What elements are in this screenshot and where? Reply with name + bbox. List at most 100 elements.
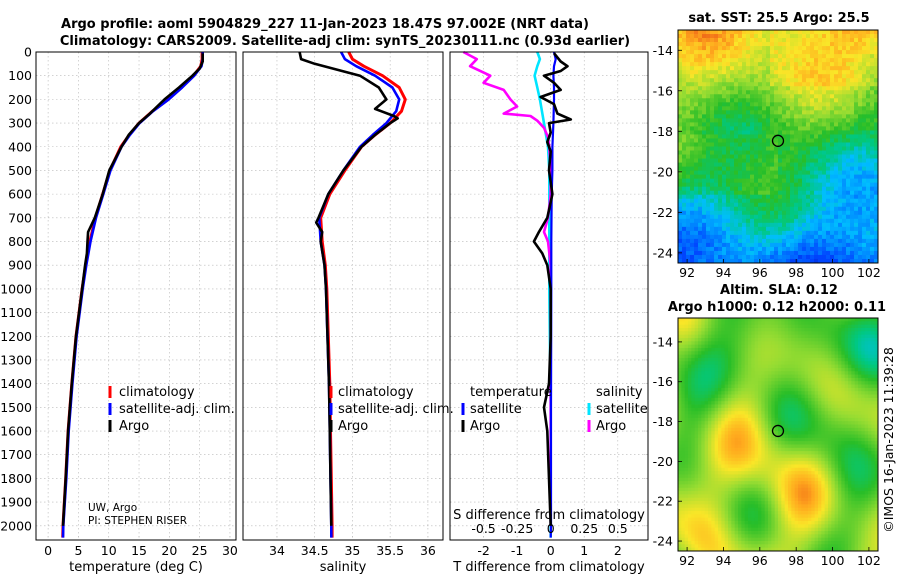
heatmap-cell bbox=[766, 62, 771, 67]
heatmap-cell bbox=[678, 194, 683, 200]
heatmap-cell bbox=[714, 394, 719, 399]
heatmap-cell bbox=[854, 154, 859, 159]
heatmap-cell bbox=[794, 404, 799, 409]
heatmap-cell bbox=[874, 334, 879, 339]
heatmap-cell bbox=[794, 327, 799, 332]
heatmap-cell bbox=[778, 66, 783, 71]
heatmap-cell bbox=[844, 361, 849, 365]
heatmap-cell bbox=[862, 122, 867, 127]
heatmap-cell bbox=[834, 401, 839, 405]
heatmap-cell bbox=[718, 250, 723, 256]
heatmap-cell bbox=[866, 230, 871, 236]
heatmap-cell bbox=[794, 34, 799, 39]
heatmap-cell bbox=[808, 347, 812, 352]
heatmap-cell bbox=[866, 234, 871, 240]
heatmap-cell bbox=[718, 387, 722, 392]
heatmap-cell bbox=[854, 404, 859, 409]
heatmap-cell bbox=[726, 258, 731, 264]
heatmap-cell bbox=[810, 258, 815, 264]
heatmap-cell bbox=[706, 210, 711, 216]
heatmap-cell bbox=[794, 134, 799, 139]
heatmap-cell bbox=[768, 407, 772, 412]
heatmap-cell bbox=[721, 371, 726, 375]
heatmap-cell bbox=[690, 202, 695, 208]
heatmap-cell bbox=[738, 234, 743, 240]
heatmap-cell bbox=[781, 341, 786, 346]
heatmap-cell bbox=[790, 238, 795, 244]
heatmap-cell bbox=[770, 106, 775, 111]
heatmap-cell bbox=[798, 331, 802, 336]
heatmap-cell bbox=[846, 58, 851, 63]
heatmap-cell bbox=[734, 198, 739, 204]
heatmap-cell bbox=[761, 321, 766, 326]
heatmap-cell bbox=[778, 246, 783, 252]
heatmap-cell bbox=[762, 218, 767, 224]
heatmap-cell bbox=[854, 70, 859, 75]
heatmap-cell bbox=[822, 66, 827, 71]
heatmap-cell bbox=[698, 331, 702, 336]
heatmap-cell bbox=[704, 364, 709, 369]
heatmap-cell bbox=[678, 122, 683, 127]
heatmap-cell bbox=[678, 230, 683, 236]
heatmap-cell bbox=[854, 90, 859, 95]
heatmap-cell bbox=[874, 178, 879, 184]
lon-tick-label: 100 bbox=[821, 265, 845, 280]
heatmap-cell bbox=[694, 377, 699, 382]
heatmap-cell bbox=[734, 324, 739, 329]
heatmap-cell bbox=[814, 214, 819, 220]
heatmap-cell bbox=[678, 178, 683, 184]
heatmap-cell bbox=[688, 324, 692, 329]
heatmap-cell bbox=[848, 347, 852, 352]
heatmap-cell bbox=[701, 381, 706, 385]
heatmap-cell bbox=[690, 170, 695, 176]
heatmap-cell bbox=[778, 54, 783, 59]
heatmap-cell bbox=[848, 374, 852, 379]
heatmap-cell bbox=[762, 206, 767, 212]
heatmap-cell bbox=[762, 142, 767, 147]
heatmap-cell bbox=[838, 344, 842, 349]
heatmap-cell bbox=[731, 324, 736, 329]
heatmap-cell bbox=[746, 122, 751, 127]
heatmap-cell bbox=[702, 206, 707, 212]
heatmap-cell bbox=[822, 254, 827, 260]
heatmap-cell bbox=[742, 130, 747, 135]
heatmap-cell bbox=[742, 182, 747, 188]
heatmap-cell bbox=[851, 387, 856, 392]
heatmap-cell bbox=[768, 344, 772, 349]
heatmap-cell bbox=[834, 174, 839, 180]
heatmap-cell bbox=[811, 377, 816, 382]
heatmap-cell bbox=[726, 150, 731, 155]
heatmap-cell bbox=[762, 54, 767, 59]
heatmap-cell bbox=[866, 46, 871, 51]
heatmap-cell bbox=[682, 98, 687, 103]
heatmap-cell bbox=[781, 401, 786, 405]
heatmap-cell bbox=[754, 354, 759, 359]
heatmap-cell bbox=[864, 394, 869, 399]
heatmap-cell bbox=[821, 351, 826, 356]
heatmap-cell bbox=[726, 102, 731, 107]
heatmap-cell bbox=[694, 321, 699, 326]
heatmap-cell bbox=[758, 354, 762, 359]
heatmap-cell bbox=[778, 138, 783, 143]
heatmap-cell bbox=[734, 238, 739, 244]
heatmap-cell bbox=[828, 344, 832, 349]
series-line-satellite bbox=[61, 52, 204, 538]
heatmap-cell bbox=[814, 321, 819, 326]
heatmap-cell bbox=[782, 258, 787, 264]
heatmap-cell bbox=[784, 347, 789, 352]
heatmap-cell bbox=[790, 34, 795, 39]
heatmap-cell bbox=[846, 70, 851, 75]
heatmap-cell bbox=[794, 381, 799, 385]
heatmap-cell bbox=[762, 42, 767, 47]
heatmap-cell bbox=[784, 321, 789, 326]
heatmap-cell bbox=[781, 364, 786, 369]
heatmap-cell bbox=[858, 387, 862, 392]
heatmap-cell bbox=[874, 66, 879, 71]
heatmap-cell bbox=[742, 158, 747, 163]
heatmap-cell bbox=[750, 122, 755, 127]
heatmap-cell bbox=[724, 327, 729, 332]
heatmap-cell bbox=[754, 62, 759, 67]
heatmap-cell bbox=[688, 354, 692, 359]
heatmap-cell bbox=[826, 142, 831, 147]
heatmap-cell bbox=[714, 134, 719, 139]
